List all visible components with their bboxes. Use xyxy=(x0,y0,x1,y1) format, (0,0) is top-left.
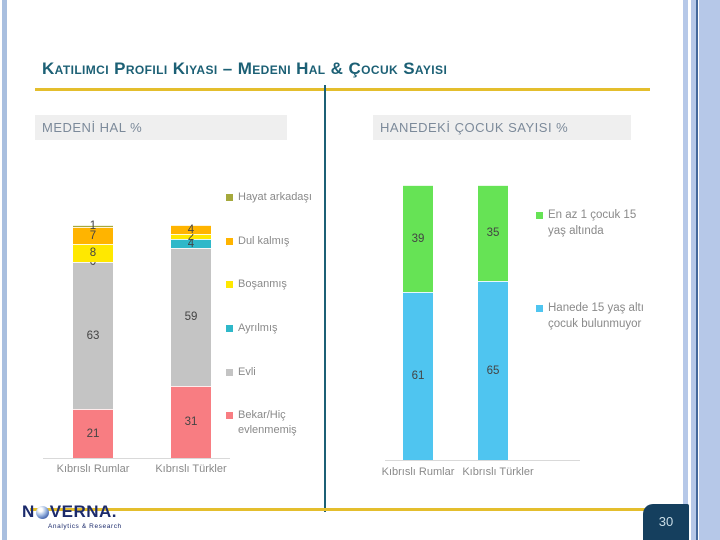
bar-value-label: 59 xyxy=(184,311,198,324)
legend-label: Ayrılmış xyxy=(238,321,278,334)
bar-value-label: 61 xyxy=(411,370,425,383)
legend-label: Hanede 15 yaş altı çocuk bulunmuyor xyxy=(548,302,644,330)
right-border-stripe-3 xyxy=(699,0,720,540)
bar-value-label: 0 xyxy=(89,256,97,269)
bar-value-label: 8 xyxy=(89,246,97,259)
bar-segment xyxy=(403,185,433,293)
children-count-chart: 61 39 65 35 xyxy=(0,185,720,460)
right-chart-category-1: Kıbrıslı Rumlar xyxy=(381,466,455,478)
legend-swatch-icon xyxy=(226,324,233,332)
bar-segment xyxy=(73,262,113,410)
left-chart-category-2: Kıbrıslı Türkler xyxy=(155,463,227,475)
legend-swatch-icon xyxy=(536,305,543,313)
bar-segment xyxy=(73,227,113,244)
page-number-badge: 30 xyxy=(643,504,689,540)
left-chart-axis xyxy=(43,458,230,459)
legend-label: Hayat arkadaşı xyxy=(238,191,312,203)
bar-value-label: 65 xyxy=(486,364,500,377)
right-chart-category-2: Kıbrıslı Türkler xyxy=(462,466,534,478)
right-chart-axis xyxy=(385,460,580,461)
legend-item: Hanede 15 yaş altı çocuk bulunmuyor xyxy=(536,301,654,332)
bar-segment xyxy=(478,185,508,282)
bar-segment xyxy=(171,234,211,239)
bar-value-label: 7 xyxy=(89,229,97,242)
legend-label: Evli xyxy=(238,365,256,378)
title-underline xyxy=(35,88,650,91)
legend-swatch-icon xyxy=(536,212,543,219)
bar-value-label: 31 xyxy=(184,415,198,428)
bar-segment xyxy=(171,248,211,386)
legend-item: Dul kalmış xyxy=(226,234,318,249)
globe-icon xyxy=(35,505,49,519)
bar-value-label: 4 xyxy=(187,237,195,250)
bar-value-label: 21 xyxy=(86,427,100,440)
stacked-bar: 21 63 0 8 7 1 xyxy=(73,220,113,458)
bar-segment xyxy=(171,225,211,235)
legend-swatch-icon xyxy=(226,281,233,289)
bar-segment xyxy=(73,243,113,263)
right-panel-header: HANEDEKİ ÇOCUK SAYISI % xyxy=(373,115,631,140)
legend-swatch-icon xyxy=(226,412,233,420)
stacked-bar: 61 39 xyxy=(403,185,433,460)
logo-tagline: Analytics & Research xyxy=(48,523,122,530)
legend-item: En az 1 çocuk 15 yaş altında xyxy=(536,208,654,239)
logo-text-verna: VERNA. xyxy=(49,502,118,521)
legend-label: Bekar/Hiç evlenmemiş xyxy=(238,409,297,437)
bar-value-label: 4 xyxy=(187,223,195,236)
noverna-logo: N VERNA. Analytics & Research xyxy=(22,502,122,530)
logo-wordmark: N VERNA. xyxy=(22,502,122,522)
right-chart-legend: En az 1 çocuk 15 yaş altında Hanede 15 y… xyxy=(536,208,654,332)
right-border-stripe-1 xyxy=(683,0,688,540)
bar-segment xyxy=(171,239,211,249)
legend-item: Boşanmış xyxy=(226,277,318,292)
stacked-bar: 65 35 xyxy=(478,185,508,460)
right-border-stripe-dark xyxy=(696,0,698,540)
left-chart-category-1: Kıbrıslı Rumlar xyxy=(56,463,130,475)
left-chart-legend: Hayat arkadaşı Dul kalmış Boşanmış Ayrıl… xyxy=(226,190,318,438)
bar-value-label: 63 xyxy=(86,329,100,342)
bar-segment xyxy=(478,281,508,460)
legend-swatch-icon xyxy=(226,194,233,201)
left-panel-header: MEDENİ HAL % xyxy=(35,115,287,140)
logo-text-n: N xyxy=(22,502,35,521)
bar-value-label: 2 xyxy=(187,230,195,243)
bar-segment xyxy=(403,292,433,460)
legend-label: Boşanmış xyxy=(238,278,287,291)
legend-label: Dul kalmış xyxy=(238,234,290,247)
right-border-stripe-2 xyxy=(691,0,696,540)
slide-title: Katılımcı Profili Kıyası – Medeni Hal & … xyxy=(42,59,448,79)
bar-segment xyxy=(73,225,113,228)
marital-status-chart: 21 63 0 8 7 1 31 59 4 2 4 xyxy=(0,220,720,458)
left-border-stripe xyxy=(2,0,7,540)
bar-value-label: 39 xyxy=(411,232,425,245)
bar-value-label: 1 xyxy=(89,220,97,233)
legend-label: En az 1 çocuk 15 yaş altında xyxy=(548,209,637,237)
bar-value-label: 35 xyxy=(486,227,500,240)
legend-swatch-icon xyxy=(226,368,233,376)
legend-item: Bekar/Hiç evlenmemiş xyxy=(226,408,318,438)
legend-item: Hayat arkadaşı xyxy=(226,190,318,205)
panel-divider xyxy=(324,85,326,512)
legend-item: Evli xyxy=(226,365,318,380)
legend-swatch-icon xyxy=(226,237,233,245)
bar-segment xyxy=(171,385,211,458)
stacked-bar: 31 59 4 2 4 xyxy=(171,223,211,458)
bar-segment xyxy=(73,409,113,458)
footer-rule xyxy=(30,508,663,511)
legend-item: Ayrılmış xyxy=(226,321,318,336)
